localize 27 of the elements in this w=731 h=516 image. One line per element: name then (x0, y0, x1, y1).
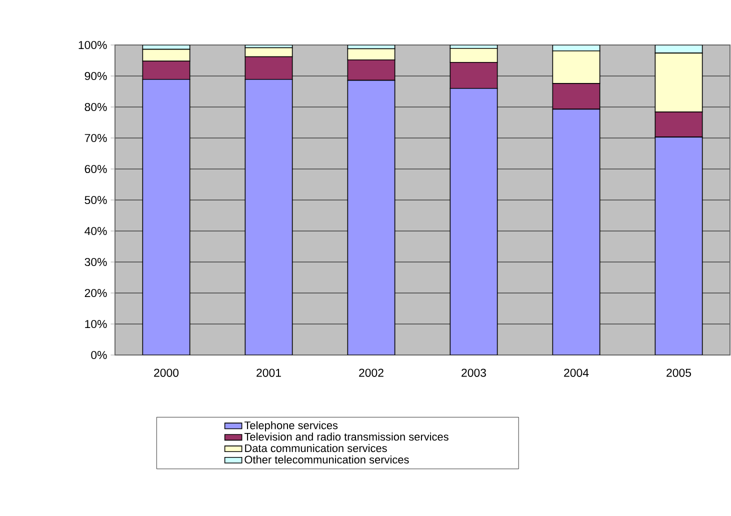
legend-label: Television and radio transmission services (244, 432, 448, 441)
bar (142, 79, 190, 355)
bar (654, 136, 703, 355)
x-tick-label: 2002 (359, 368, 384, 377)
x-tick-label: 2004 (564, 368, 589, 377)
y-tick-label: 30% (84, 258, 107, 266)
y-tick-label: 80% (84, 102, 107, 112)
legend-label: Data communication services (245, 444, 387, 452)
y-tick-label: 10% (85, 320, 107, 328)
y-tick-label: 20% (84, 288, 107, 298)
y-tick-label: 70% (84, 134, 107, 142)
x-tick-label: 2003 (462, 368, 486, 377)
y-tick-label: 100% (78, 40, 107, 50)
x-tick-label: 2000 (154, 368, 179, 377)
y-tick-label: 60% (84, 164, 107, 174)
bar (244, 79, 293, 355)
y-tick-label: 50% (84, 196, 107, 204)
legend-label: Telephone services (244, 421, 338, 432)
legend-label: Other telecommunication services (244, 455, 409, 464)
bar (552, 108, 600, 355)
x-tick-label: 2005 (666, 368, 692, 377)
x-tick-label: 2001 (256, 368, 281, 377)
bar (450, 88, 498, 355)
bar (347, 80, 396, 355)
y-tick-label: 0% (91, 350, 107, 360)
y-tick-label: 90% (84, 72, 107, 80)
y-tick-label: 40% (84, 226, 107, 236)
